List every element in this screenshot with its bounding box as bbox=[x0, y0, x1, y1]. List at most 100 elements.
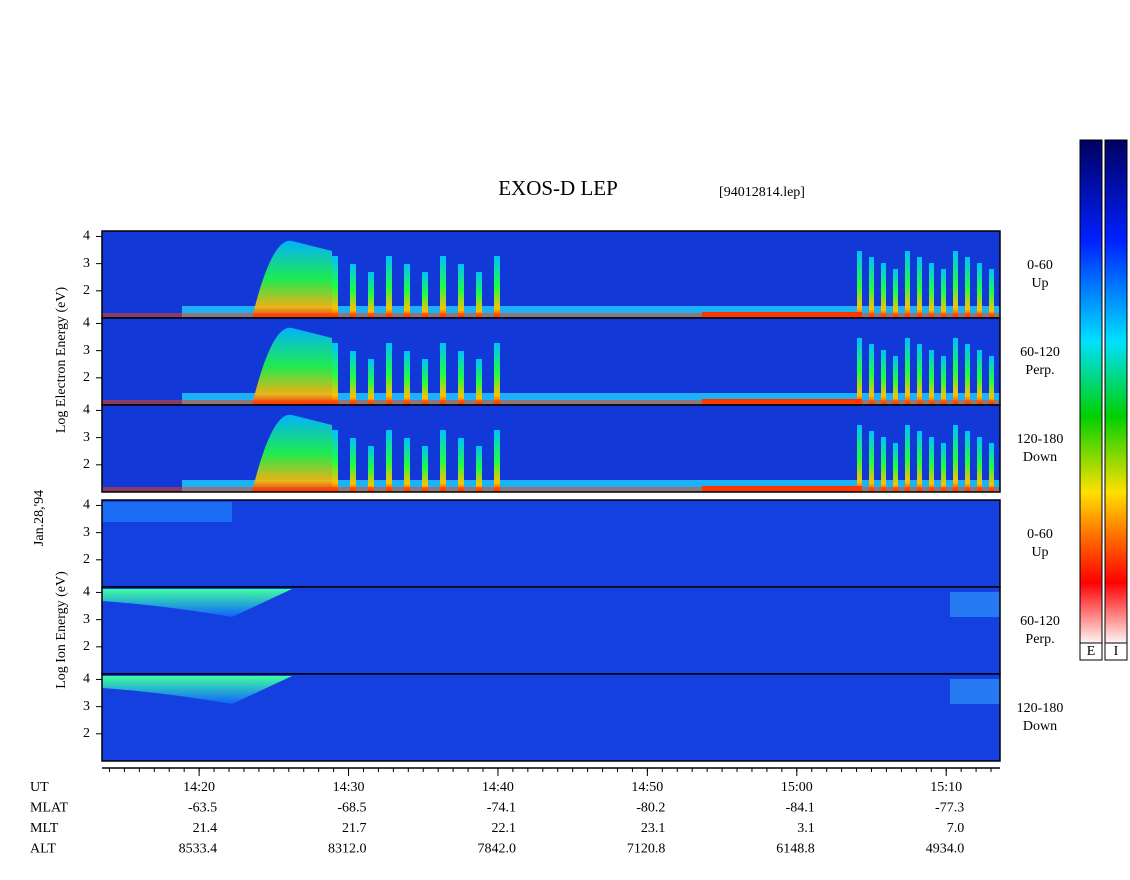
panel-label: 0-60 bbox=[1027, 258, 1053, 273]
ephemeris-value: 22.1 bbox=[491, 821, 516, 836]
x-tick-label: 14:40 bbox=[482, 780, 514, 795]
spectrogram-feature bbox=[953, 251, 958, 318]
spectrogram-feature bbox=[917, 257, 922, 318]
panel-sublabel: Up bbox=[1031, 276, 1048, 291]
spectrogram-feature bbox=[494, 430, 500, 492]
y-tick-label: 2 bbox=[83, 726, 90, 741]
spectrogram-feature bbox=[102, 400, 1000, 405]
ephemeris-name: MLAT bbox=[30, 801, 69, 816]
file-label: [94012814.lep] bbox=[719, 185, 805, 200]
spectrogram-feature bbox=[102, 313, 1000, 318]
ephemeris-value: 21.7 bbox=[342, 821, 367, 836]
y-tick-label: 4 bbox=[83, 585, 90, 600]
spectrogram-feature bbox=[965, 431, 970, 492]
spectrogram-feature bbox=[350, 351, 356, 405]
spectrogram-feature bbox=[941, 443, 946, 492]
ephemeris-value: 7.0 bbox=[947, 821, 965, 836]
spectrogram-feature bbox=[857, 251, 862, 318]
spectrogram-feature bbox=[917, 431, 922, 492]
colorbar-label: E bbox=[1087, 644, 1096, 659]
y-tick-label: 2 bbox=[83, 552, 90, 567]
y-tick-label: 2 bbox=[83, 370, 90, 385]
spectrogram-feature bbox=[404, 264, 410, 318]
panel-label: 120-180 bbox=[1017, 432, 1064, 447]
spectrogram-feature bbox=[977, 437, 982, 492]
spectrogram-feature bbox=[917, 344, 922, 405]
spectrogram-feature bbox=[893, 443, 898, 492]
spectrogram-feature bbox=[252, 414, 332, 492]
y-tick-label: 3 bbox=[83, 612, 90, 627]
ephemeris-value: 3.1 bbox=[797, 821, 815, 836]
colorbar-label-box bbox=[1104, 642, 1128, 661]
spectrogram-feature bbox=[102, 487, 1000, 492]
spectrogram-feature bbox=[977, 350, 982, 405]
spectrogram-feature bbox=[893, 356, 898, 405]
y-tick-label: 4 bbox=[83, 403, 90, 418]
y-axis-label: Log Ion Energy (eV) bbox=[54, 571, 69, 689]
spectrogram-feature bbox=[989, 356, 994, 405]
y-tick-label: 2 bbox=[83, 283, 90, 298]
y-tick-label: 3 bbox=[83, 343, 90, 358]
spectrogram-feature bbox=[404, 351, 410, 405]
x-tick-label: 15:10 bbox=[930, 780, 962, 795]
spectrogram-feature bbox=[368, 272, 374, 318]
ephemeris-value: 6148.8 bbox=[776, 842, 815, 857]
spectrogram-feature bbox=[950, 679, 1000, 704]
spectrogram-feature bbox=[494, 256, 500, 318]
y-tick-label: 3 bbox=[83, 430, 90, 445]
ephemeris-value: -77.3 bbox=[935, 801, 964, 816]
spectrogram-feature bbox=[869, 431, 874, 492]
spectrogram-feature bbox=[965, 257, 970, 318]
spectrogram-feature bbox=[350, 264, 356, 318]
spectrogram-feature bbox=[989, 443, 994, 492]
spectrogram-feature bbox=[941, 269, 946, 318]
spectrogram-feature bbox=[332, 343, 338, 405]
spectrogram-feature bbox=[332, 256, 338, 318]
spectrogram-feature bbox=[989, 269, 994, 318]
panel-frame bbox=[101, 673, 1001, 762]
spectrogram-feature bbox=[476, 446, 482, 492]
y-tick-label: 4 bbox=[83, 229, 90, 244]
spectrogram-feature bbox=[386, 430, 392, 492]
spectrogram-feature bbox=[950, 592, 1000, 617]
panel-frame bbox=[101, 404, 1001, 493]
spectrogram-feature bbox=[440, 343, 446, 405]
title: EXOS-D LEP bbox=[498, 176, 618, 200]
spectrogram-feature bbox=[458, 438, 464, 492]
y-tick-label: 4 bbox=[83, 498, 90, 513]
spectrogram-feature bbox=[350, 438, 356, 492]
spectrogram-feature bbox=[386, 343, 392, 405]
spectrogram-feature bbox=[881, 437, 886, 492]
spectrogram-feature bbox=[881, 263, 886, 318]
spectrogram-feature bbox=[869, 344, 874, 405]
ephemeris-name: ALT bbox=[30, 842, 56, 857]
y-tick-label: 3 bbox=[83, 525, 90, 540]
spectrogram-feature bbox=[905, 338, 910, 405]
ephemeris-value: 21.4 bbox=[193, 821, 218, 836]
spectrogram-feature bbox=[386, 256, 392, 318]
ephemeris-name: MLT bbox=[30, 821, 59, 836]
spectrogram-feature bbox=[977, 263, 982, 318]
ephemeris-value: 8312.0 bbox=[328, 842, 367, 857]
spectrogram-feature bbox=[102, 502, 232, 522]
panel-label: 60-120 bbox=[1020, 614, 1060, 629]
spectrogram-feature bbox=[893, 269, 898, 318]
date-label: Jan.28,'94 bbox=[32, 490, 47, 546]
spectrogram-bg bbox=[102, 500, 1000, 587]
spectrogram-bg bbox=[102, 405, 1000, 492]
spectrogram-feature bbox=[102, 676, 292, 704]
spectrogram-feature bbox=[368, 359, 374, 405]
ephemeris-name: UT bbox=[30, 780, 49, 795]
ephemeris-value: -84.1 bbox=[786, 801, 815, 816]
y-tick-label: 4 bbox=[83, 316, 90, 331]
spectrogram-feature bbox=[476, 272, 482, 318]
panel-sublabel: Down bbox=[1023, 450, 1057, 465]
spectrogram-feature bbox=[929, 263, 934, 318]
spectrogram-feature bbox=[252, 327, 332, 405]
panel-sublabel: Down bbox=[1023, 719, 1057, 734]
spectrogram-feature bbox=[422, 446, 428, 492]
spectrogram-feature bbox=[422, 272, 428, 318]
